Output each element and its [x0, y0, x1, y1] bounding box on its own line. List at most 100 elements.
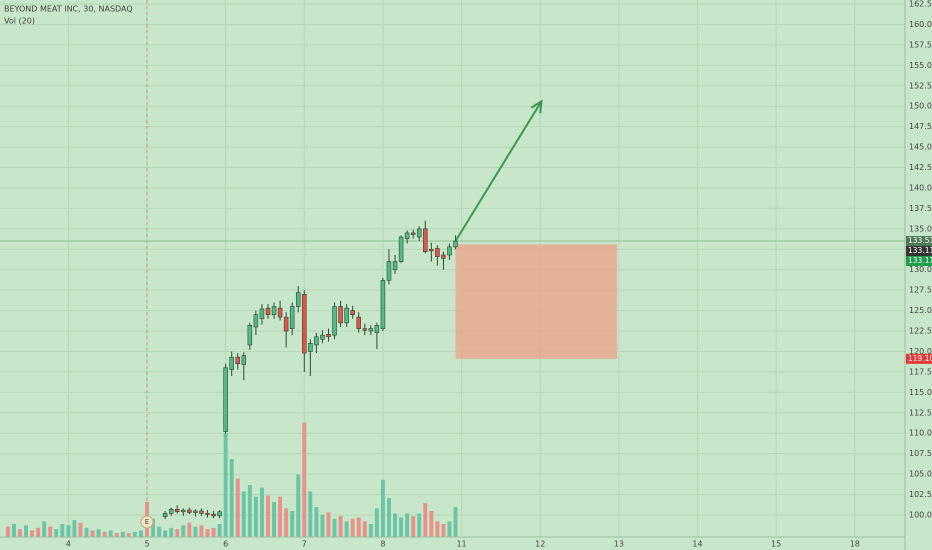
grid	[0, 0, 905, 537]
candle-body	[302, 293, 307, 354]
candle-body	[332, 306, 337, 336]
volume-bar	[429, 511, 434, 537]
candle-body	[429, 248, 434, 252]
candle-body	[295, 292, 301, 307]
volume-bar	[272, 501, 277, 537]
volume-bar	[374, 508, 379, 537]
volume-bar	[114, 533, 119, 537]
volume-bar	[96, 529, 101, 537]
volume-bar	[54, 529, 59, 537]
y-tick-label: 117.50	[909, 367, 932, 376]
candle-body	[320, 334, 325, 340]
candle-body	[199, 510, 204, 514]
volume-bar	[447, 521, 452, 537]
volume-bar	[138, 530, 143, 537]
y-tick-label: 130.00	[909, 265, 932, 274]
candle-body	[253, 314, 259, 328]
candle-body	[187, 509, 192, 513]
candle-body	[289, 306, 295, 329]
candle-body	[168, 508, 174, 514]
candle-body	[174, 508, 180, 513]
volume-bar	[199, 525, 204, 537]
volume-bar	[157, 526, 162, 537]
y-tick-label: 135.00	[909, 224, 932, 233]
price-tag	[906, 353, 932, 364]
volume-bar	[120, 531, 125, 537]
candle-body	[344, 307, 349, 324]
x-tick-label: 6	[223, 540, 228, 549]
volume-bar	[393, 513, 397, 537]
volume-bar	[60, 524, 65, 537]
volume-bar	[326, 512, 331, 537]
candle-body	[277, 307, 283, 318]
price-tag	[906, 236, 932, 247]
volume-bar	[132, 531, 137, 537]
volume-bar	[344, 521, 349, 537]
volume-bar	[108, 530, 113, 537]
candle-body	[380, 280, 386, 329]
y-tick-label: 110.00	[909, 429, 932, 438]
volume-bar	[36, 527, 41, 537]
candle-body	[368, 328, 374, 332]
volume-bar	[253, 496, 258, 537]
volume-bar	[102, 531, 107, 537]
volume-bar	[278, 496, 283, 537]
volume-bar	[126, 533, 131, 537]
candle-body	[416, 228, 422, 238]
price-tag-label: 133.11	[908, 246, 932, 255]
y-tick-label: 115.00	[909, 388, 932, 397]
x-tick-label: 8	[380, 540, 385, 549]
volume-bar	[453, 507, 458, 537]
candle-body	[374, 325, 380, 333]
volume-bar	[435, 521, 440, 537]
volume-bar	[78, 522, 83, 537]
volume-bar	[362, 521, 367, 537]
volume-bar	[356, 517, 361, 537]
y-tick-label: 150.00	[909, 102, 932, 111]
volume-bar	[290, 511, 295, 537]
volume-bar	[229, 459, 234, 537]
x-tick-label: 14	[692, 540, 702, 549]
y-tick-label: 137.50	[909, 204, 932, 213]
volume-bar	[5, 526, 10, 537]
arrow-line	[454, 100, 543, 242]
price-tag-label: 119.10	[908, 354, 932, 363]
volume-bar	[235, 478, 240, 537]
volume-bar	[24, 525, 28, 537]
volume-layer	[5, 422, 458, 537]
candle-body	[386, 261, 392, 281]
drawings	[0, 99, 905, 359]
y-tick-label: 160.00	[909, 20, 932, 29]
volume-bar	[332, 518, 337, 537]
volume-bar	[84, 527, 89, 537]
volume-bar	[66, 525, 71, 537]
candle-body	[338, 306, 343, 324]
volume-bar	[163, 530, 168, 537]
candle-body	[283, 316, 289, 332]
candle-body	[259, 308, 265, 320]
volume-bar	[205, 529, 210, 537]
x-tick-label: 13	[614, 540, 624, 549]
candle-body	[217, 511, 222, 517]
candle-body	[247, 325, 253, 346]
x-tick-label: 12	[535, 540, 545, 549]
y-tick-label: 122.50	[909, 327, 932, 336]
volume-bar	[387, 498, 391, 537]
volume-bar	[217, 524, 222, 537]
candle-body	[404, 232, 410, 239]
candle-body	[350, 310, 355, 315]
volume-bar	[338, 516, 343, 537]
y-tick-label: 145.00	[909, 143, 932, 152]
candle-body	[356, 316, 361, 329]
candle-body	[326, 334, 331, 338]
volume-bar	[266, 495, 270, 537]
volume-bar	[193, 526, 198, 537]
y-tick-label: 100.00	[909, 511, 932, 520]
arrow-head	[530, 99, 543, 114]
y-tick-label: 155.00	[909, 61, 932, 70]
volume-bar	[411, 516, 416, 537]
y-tick-label: 127.50	[909, 286, 932, 295]
candle-body	[308, 343, 313, 352]
y-tick-label: 142.50	[909, 163, 932, 172]
candle-body	[265, 307, 271, 315]
